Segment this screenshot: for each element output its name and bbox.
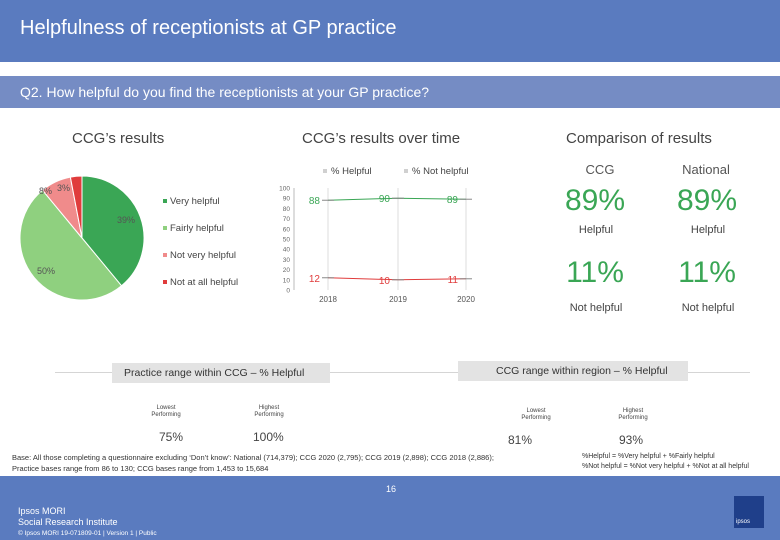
data-label-helpful-2018: 88 (309, 196, 321, 207)
y-tick-40: 40 (283, 247, 291, 254)
y-tick-100: 100 (279, 186, 290, 193)
practice-range-title: Practice range within CCG – % Helpful (124, 367, 305, 379)
legend-not-very-helpful-label: Not very helpful (170, 250, 237, 261)
national-helpful-label: Helpful (690, 224, 726, 236)
logo-text: ipsos (736, 519, 751, 525)
pie-label-fairly-helpful: 50% (37, 266, 56, 276)
footer-copyright: © Ipsos MORI 19-071809-01 | Version 1 | … (18, 530, 157, 537)
region-lowest-value: 81% (508, 433, 533, 447)
y-tick-50: 50 (283, 237, 291, 244)
data-label-not-helpful-2020: 11 (448, 275, 459, 286)
page-number: 16 (386, 484, 397, 494)
question-bar: Q2. How helpful do you find the receptio… (0, 76, 780, 108)
footer: Ipsos MORI Social Research Institute 16 … (0, 476, 780, 540)
x-tick-2019: 2019 (389, 295, 407, 304)
ccg-helpful-value: 89% (564, 184, 626, 217)
y-tick-80: 80 (283, 206, 291, 213)
pie-label-not-at-all-helpful: 3% (57, 183, 71, 193)
practice-range-line-left (55, 372, 112, 373)
fairly-helpful-swatch-icon (163, 226, 167, 231)
pie-label-not-very-helpful: 8% (39, 186, 53, 196)
x-tick-2020: 2020 (457, 295, 475, 304)
footnote: %Helpful = %Very helpful + %Fairly helpf… (582, 452, 780, 472)
y-tick-70: 70 (283, 216, 291, 223)
trend-legend-helpful: % Helpful (323, 166, 372, 177)
region-highest-label: Highest Performing (618, 408, 648, 421)
trend-legend-not-helpful-label: % Not helpful (412, 166, 469, 177)
footer-brand: Ipsos MORI Social Research Institute (18, 506, 118, 528)
pie-chart (19, 175, 145, 301)
over-time-heading: CCG’s results over time (302, 130, 461, 147)
ipsos-logo-icon: ipsos (734, 496, 764, 528)
brand-name: Ipsos MORI (18, 506, 66, 516)
base-text: Base: All those completing a questionnai… (12, 452, 572, 474)
national-not-helpful-value: 11% (678, 256, 736, 289)
y-tick-60: 60 (283, 226, 291, 233)
very-helpful-swatch-icon (163, 199, 167, 204)
national-column-head: National (682, 162, 730, 177)
legend-very-helpful: Very helpful (163, 196, 220, 207)
legend-not-at-all-helpful: Not at all helpful (163, 277, 238, 288)
pie-slice-very-helpful (81, 175, 145, 287)
comparison-heading: Comparison of results (566, 130, 712, 147)
ccg-column-head: CCG (585, 162, 615, 177)
footnote-line-2: %Not helpful = %Not very helpful + %Not … (582, 463, 749, 470)
not-at-all-helpful-swatch-icon (163, 280, 167, 285)
trend-legend-helpful-label: % Helpful (331, 166, 372, 177)
pie-label-very-helpful: 39% (117, 215, 136, 225)
ccg-helpful-label: Helpful (578, 224, 614, 236)
helpful-swatch-icon (323, 169, 327, 174)
title-bar: Helpfulness of receptionists at GP pract… (0, 0, 780, 62)
legend-not-very-helpful: Not very helpful (163, 250, 236, 261)
base-line-1: Base: All those completing a questionnai… (12, 453, 494, 462)
brand-subtitle: Social Research Institute (18, 517, 118, 527)
base-line-2: Practice bases range from 86 to 130; CCG… (12, 464, 269, 473)
practice-lowest-label: Lowest Performing (151, 405, 181, 418)
legend-fairly-helpful: Fairly helpful (163, 223, 224, 234)
data-label-not-helpful-2018: 12 (309, 274, 321, 285)
region-highest-value: 93% (619, 433, 644, 447)
region-range-line-right (688, 372, 750, 373)
national-not-helpful-label: Not helpful (681, 302, 735, 314)
range-divider-line (330, 372, 458, 373)
legend-very-helpful-label: Very helpful (170, 196, 220, 207)
not-very-helpful-swatch-icon (163, 253, 167, 258)
y-tick-30: 30 (283, 257, 291, 264)
national-helpful-value: 89% (676, 184, 738, 217)
practice-highest-value: 100% (253, 430, 284, 444)
trend-legend-not-helpful: % Not helpful (404, 166, 469, 177)
page-title: Helpfulness of receptionists at GP pract… (20, 17, 397, 39)
ccg-not-helpful-label: Not helpful (569, 302, 623, 314)
region-range-box: CCG range within region – % Helpful (458, 361, 688, 381)
y-tick-90: 90 (283, 196, 291, 203)
y-tick-10: 10 (283, 277, 291, 284)
data-label-helpful-2020: 89 (447, 195, 459, 206)
ccg-results-heading: CCG’s results (72, 130, 165, 147)
data-label-not-helpful-2019: 10 (379, 276, 391, 287)
region-range-title: CCG range within region – % Helpful (496, 365, 668, 377)
y-tick-20: 20 (283, 267, 291, 274)
y-tick-0: 0 (286, 288, 290, 295)
pie-slice-not-at-all-helpful (69, 175, 83, 239)
legend-fairly-helpful-label: Fairly helpful (170, 223, 224, 234)
x-tick-2018: 2018 (319, 295, 337, 304)
data-label-helpful-2019: 90 (379, 194, 391, 205)
practice-range-box: Practice range within CCG – % Helpful (112, 363, 330, 383)
trend-chart: 0 10 20 30 40 50 60 70 80 90 100 2018 2019 2020 88 90 89… (279, 186, 475, 305)
region-lowest-label: Lowest Performing (521, 408, 551, 421)
ccg-not-helpful-value: 11% (566, 256, 624, 289)
footnote-line-1: %Helpful = %Very helpful + %Fairly helpf… (582, 453, 715, 460)
pie-slice-fairly-helpful (19, 189, 123, 301)
practice-highest-label: Highest Performing (254, 405, 284, 418)
not-helpful-swatch-icon (404, 169, 408, 174)
question-text: Q2. How helpful do you find the receptio… (20, 84, 430, 100)
legend-not-at-all-helpful-label: Not at all helpful (170, 277, 239, 288)
practice-lowest-value: 75% (159, 430, 184, 444)
